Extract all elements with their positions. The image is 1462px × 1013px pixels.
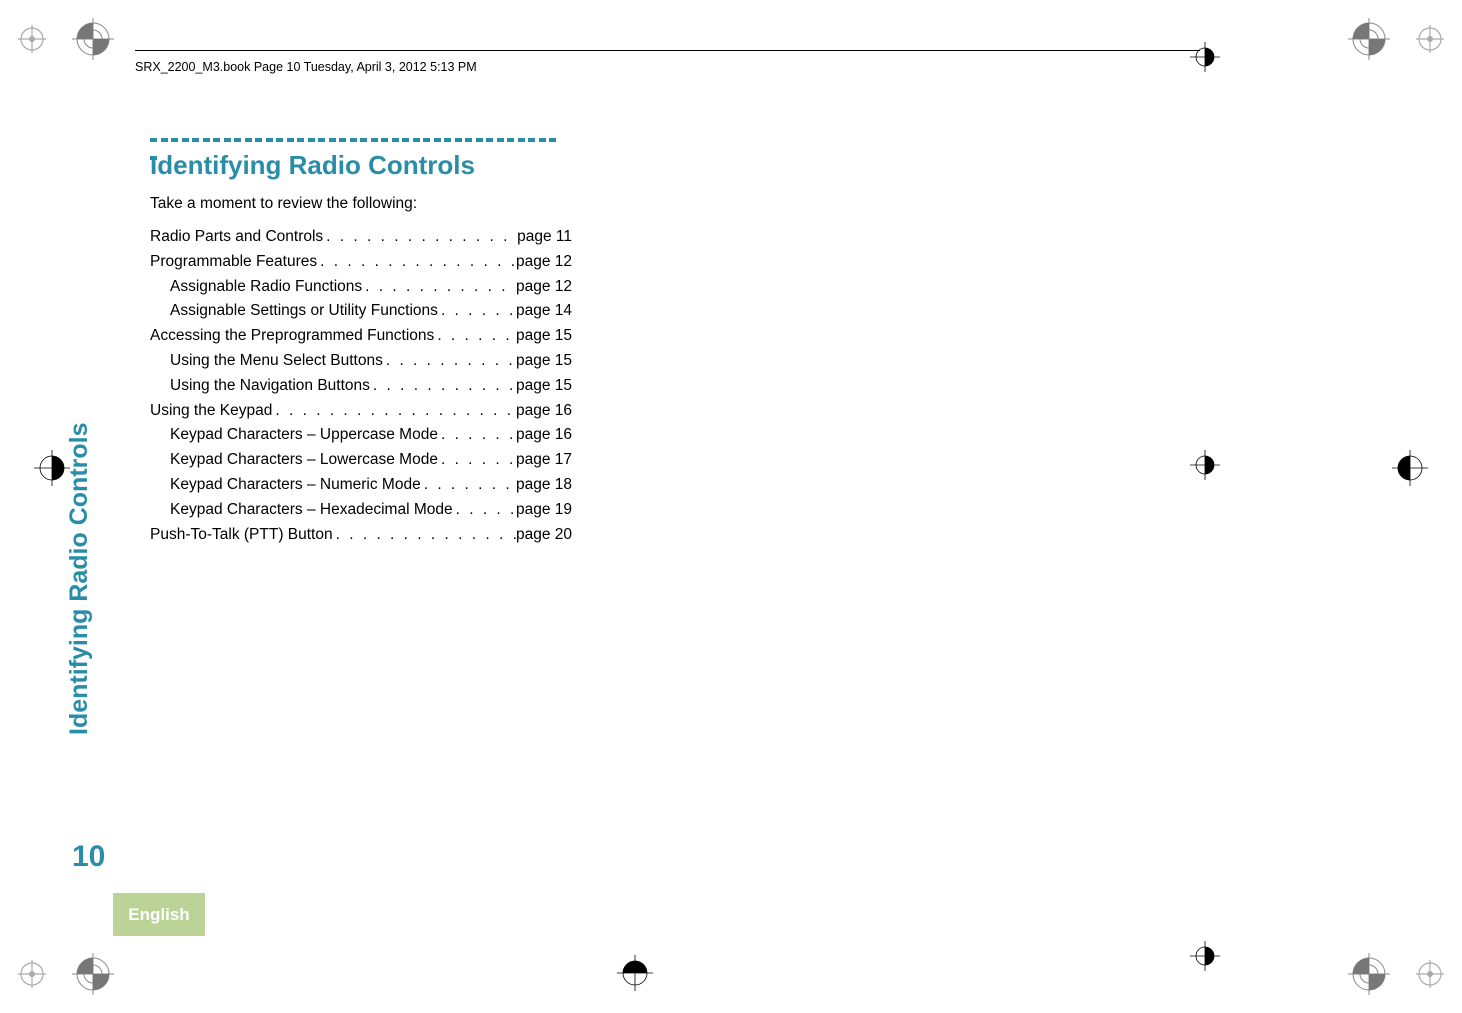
inner-registration-mark-icon <box>1190 450 1220 480</box>
header-rule <box>135 50 1200 51</box>
vertical-section-label: Identifying Radio Controls <box>65 423 94 736</box>
toc-row: Keypad Characters – Uppercase Mode . . .… <box>150 423 572 448</box>
toc-leader-dots: . . . . . . . . . . . . . . . . . . . . … <box>362 275 516 300</box>
inner-registration-mark-icon <box>1190 42 1220 72</box>
toc-row: Keypad Characters – Lowercase Mode . . .… <box>150 448 572 473</box>
section-dashed-rule <box>150 138 567 144</box>
crop-mark-icon <box>72 18 114 60</box>
toc-page: page 15 <box>516 349 572 374</box>
crop-mark-icon <box>72 953 114 995</box>
toc-page: page 14 <box>516 299 572 324</box>
toc-page: page 16 <box>516 399 572 424</box>
toc-label: Keypad Characters – Hexadecimal Mode <box>170 498 453 523</box>
toc-row: Keypad Characters – Numeric Mode . . . .… <box>150 473 572 498</box>
toc-page: page 12 <box>516 275 572 300</box>
toc-row: Keypad Characters – Hexadecimal Mode . .… <box>150 498 572 523</box>
toc-leader-dots: . . . . . . . . . . . . . . . . . . . . … <box>317 250 516 275</box>
toc-leader-dots: . . . . . . . . . . . . . . . . . . . . … <box>421 473 516 498</box>
page-number: 10 <box>72 840 105 874</box>
registration-mark-icon <box>1416 960 1444 988</box>
toc-row: Using the Navigation Buttons . . . . . .… <box>150 374 572 399</box>
toc-label: Using the Menu Select Buttons <box>170 349 383 374</box>
registration-mark-icon <box>18 25 46 53</box>
toc-page: page 18 <box>516 473 572 498</box>
bottom-registration-mark-icon <box>617 955 653 991</box>
toc-leader-dots: . . . . . . . . . . . . . . . . . . . . … <box>333 523 516 548</box>
toc-row: Using the Menu Select Buttons . . . . . … <box>150 349 572 374</box>
toc-label: Accessing the Preprogrammed Functions <box>150 324 434 349</box>
toc-leader-dots: . . . . . . . . . . . . . . . . . . . . … <box>438 448 516 473</box>
toc-leader-dots: . . . . . . . . . . . . . . . . . . . . … <box>434 324 516 349</box>
section-intro: Take a moment to review the following: <box>150 195 417 213</box>
inner-registration-mark-icon <box>1190 941 1220 971</box>
crop-mark-icon <box>1348 953 1390 995</box>
toc-page: page 20 <box>516 523 572 548</box>
toc-page: page 12 <box>516 250 572 275</box>
toc-label: Assignable Settings or Utility Functions <box>170 299 438 324</box>
toc-leader-dots: . . . . . . . . . . . . . . . . . . . . … <box>272 399 516 424</box>
toc-label: Keypad Characters – Numeric Mode <box>170 473 421 498</box>
toc-row: Accessing the Preprogrammed Functions . … <box>150 324 572 349</box>
toc-label: Push-To-Talk (PTT) Button <box>150 523 333 548</box>
toc-label: Using the Keypad <box>150 399 272 424</box>
toc-page: page 15 <box>516 324 572 349</box>
toc-label: Using the Navigation Buttons <box>170 374 370 399</box>
language-tab-label: English <box>128 905 189 925</box>
toc-page: page 15 <box>516 374 572 399</box>
toc-row: Assignable Radio Functions . . . . . . .… <box>150 275 572 300</box>
registration-mark-icon <box>1416 25 1444 53</box>
toc-label: Keypad Characters – Lowercase Mode <box>170 448 438 473</box>
side-registration-mark-icon <box>1392 450 1428 486</box>
language-tab: English <box>113 893 205 936</box>
toc-label: Keypad Characters – Uppercase Mode <box>170 423 438 448</box>
toc-page: page 17 <box>516 448 572 473</box>
toc-row: Radio Parts and Controls . . . . . . . .… <box>150 225 572 250</box>
crop-mark-icon <box>1348 18 1390 60</box>
toc-page: page 19 <box>516 498 572 523</box>
registration-mark-icon <box>18 960 46 988</box>
toc-leader-dots: . . . . . . . . . . . . . . . . . . . . … <box>323 225 517 250</box>
toc-label: Radio Parts and Controls <box>150 225 323 250</box>
toc-leader-dots: . . . . . . . . . . . . . . . . . . . . … <box>438 423 516 448</box>
toc-page: page 16 <box>516 423 572 448</box>
table-of-contents: Radio Parts and Controls . . . . . . . .… <box>150 225 572 547</box>
toc-leader-dots: . . . . . . . . . . . . . . . . . . . . … <box>370 374 516 399</box>
toc-label: Programmable Features <box>150 250 317 275</box>
toc-row: Using the Keypad . . . . . . . . . . . .… <box>150 399 572 424</box>
section-title: Identifying Radio Controls <box>150 150 475 181</box>
toc-row: Push-To-Talk (PTT) Button . . . . . . . … <box>150 523 572 548</box>
toc-page: page 11 <box>517 225 572 250</box>
toc-row: Assignable Settings or Utility Functions… <box>150 299 572 324</box>
toc-label: Assignable Radio Functions <box>170 275 362 300</box>
toc-leader-dots: . . . . . . . . . . . . . . . . . . . . … <box>438 299 516 324</box>
toc-row: Programmable Features . . . . . . . . . … <box>150 250 572 275</box>
running-head: SRX_2200_M3.book Page 10 Tuesday, April … <box>135 60 477 74</box>
toc-leader-dots: . . . . . . . . . . . . . . . . . . . . … <box>453 498 516 523</box>
toc-leader-dots: . . . . . . . . . . . . . . . . . . . . … <box>383 349 516 374</box>
